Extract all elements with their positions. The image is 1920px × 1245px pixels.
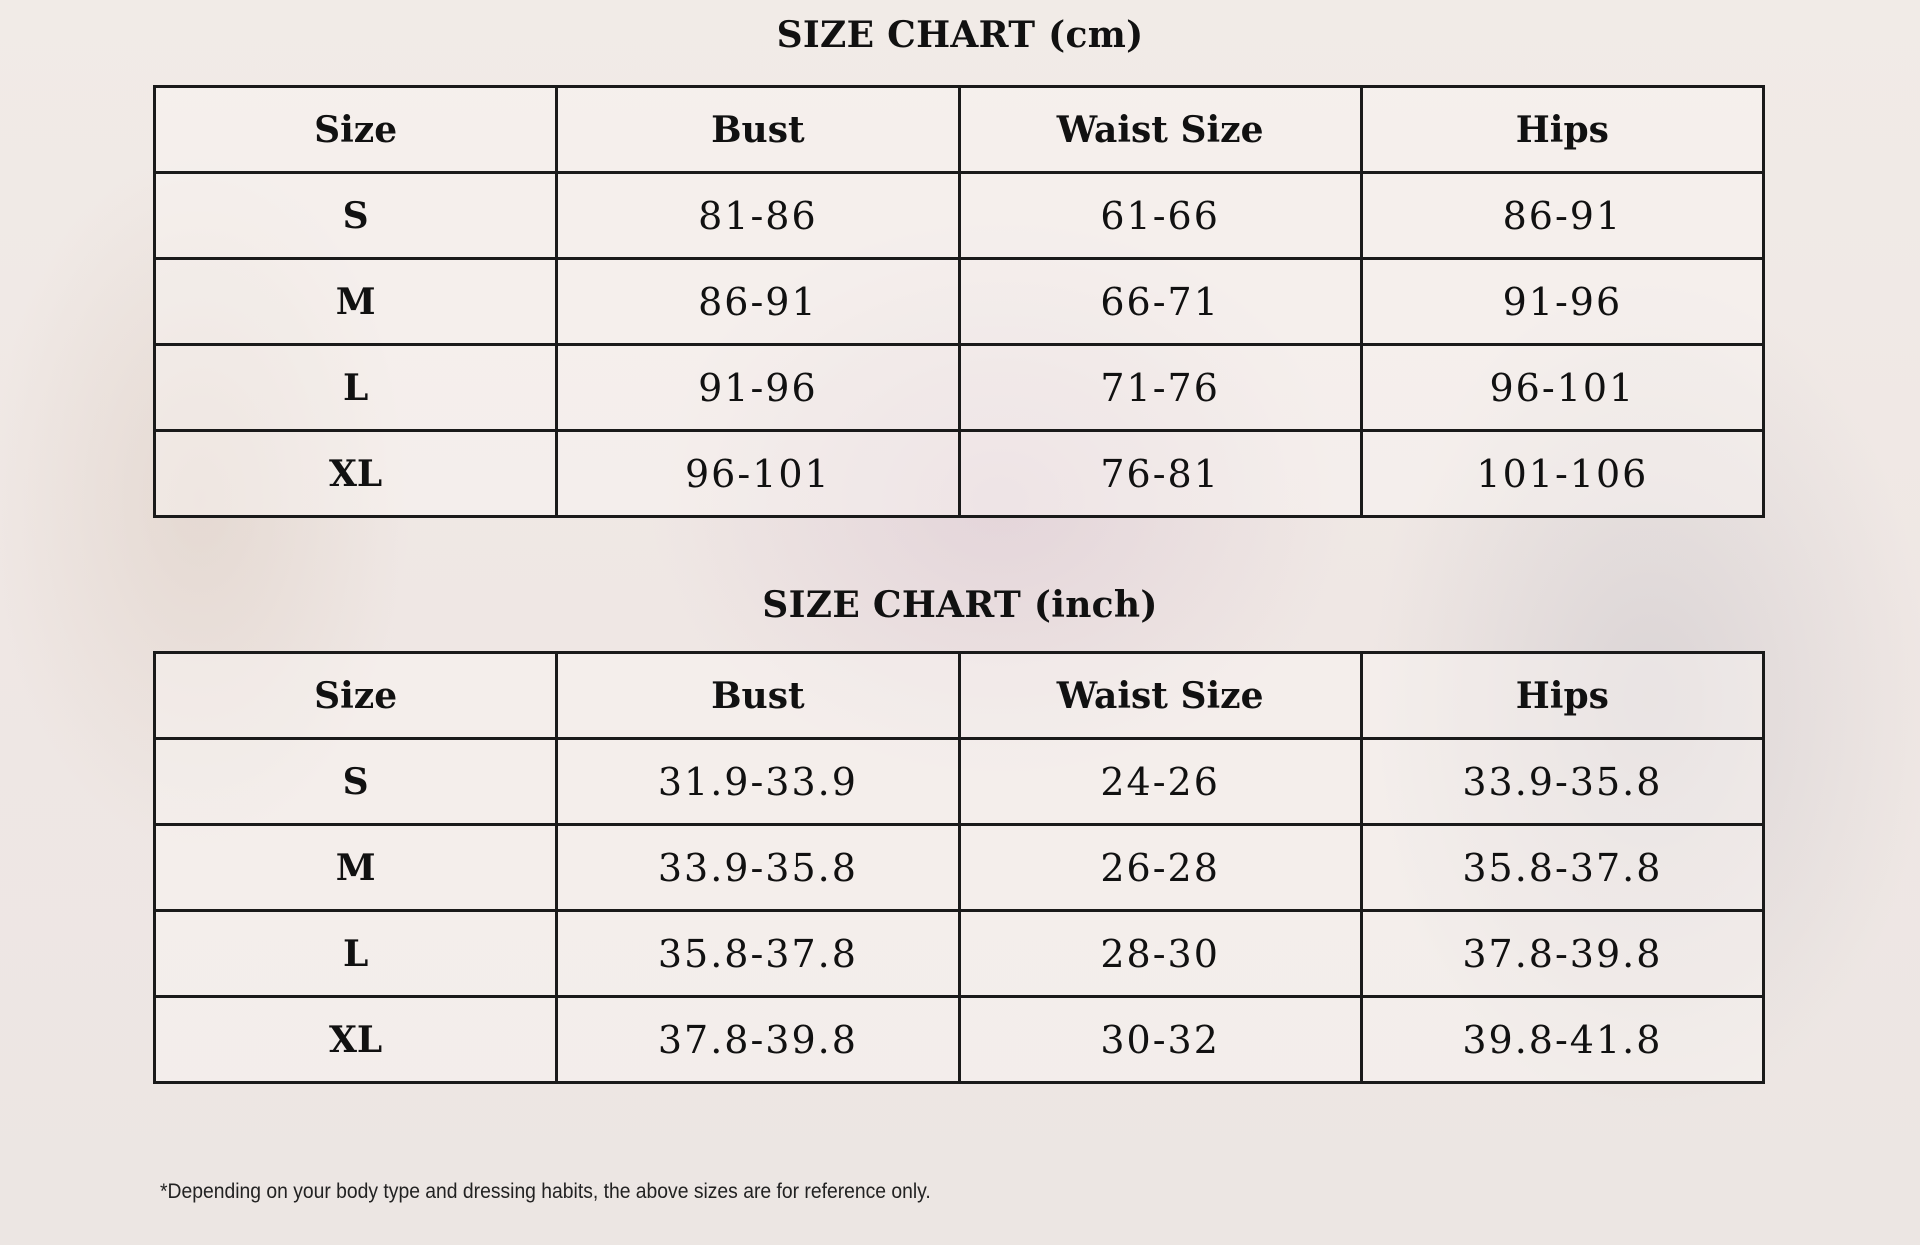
size-label-cell: XL: [152, 995, 559, 1084]
measurement-cell: 31.9-33.9: [555, 737, 961, 826]
cm-size-table: Size Bust Waist Size Hips S 81-86 61-66 86-91 M 8…: [152, 85, 1766, 518]
measurement-cell: 37.8-39.8: [555, 995, 961, 1084]
measurement-cell: 91-96: [1359, 257, 1766, 346]
size-label-cell: S: [152, 737, 559, 826]
size-label-cell: XL: [152, 429, 559, 518]
measurement-cell: 35.8-37.8: [555, 909, 961, 998]
measurement-cell: 101-106: [1359, 429, 1766, 518]
measurement-cell: 39.8-41.8: [1359, 995, 1766, 1084]
column-header: Size: [152, 85, 559, 174]
table-row: XL 96-101 76-81 101-106: [152, 429, 1766, 518]
measurement-cell: 33.9-35.8: [1359, 737, 1766, 826]
measurement-cell: 33.9-35.8: [555, 823, 961, 912]
measurement-cell: 91-96: [555, 343, 961, 432]
table-row: S 31.9-33.9 24-26 33.9-35.8: [152, 737, 1766, 826]
measurement-cell: 86-91: [555, 257, 961, 346]
table-row: XL 37.8-39.8 30-32 39.8-41.8: [152, 995, 1766, 1084]
measurement-cell: 24-26: [957, 737, 1363, 826]
cm-chart-title: SIZE CHART (cm): [776, 14, 1144, 56]
measurement-cell: 96-101: [1359, 343, 1766, 432]
measurement-cell: 26-28: [957, 823, 1363, 912]
measurement-cell: 96-101: [555, 429, 961, 518]
measurement-cell: 76-81: [957, 429, 1363, 518]
column-header: Hips: [1359, 85, 1766, 174]
inch-size-table: Size Bust Waist Size Hips S 31.9-33.9 24-26 33.…: [152, 651, 1766, 1084]
header-row: Size Bust Waist Size Hips: [152, 651, 1766, 740]
column-header: Waist Size: [957, 651, 1363, 740]
column-header: Size: [152, 651, 559, 740]
column-header: Bust: [555, 85, 961, 174]
size-label-cell: L: [152, 343, 559, 432]
size-label-cell: M: [152, 823, 559, 912]
measurement-cell: 71-76: [957, 343, 1363, 432]
size-label-cell: L: [152, 909, 559, 998]
measurement-cell: 35.8-37.8: [1359, 823, 1766, 912]
inch-chart-title: SIZE CHART (inch): [762, 584, 1158, 626]
measurement-cell: 86-91: [1359, 171, 1766, 260]
size-label-cell: M: [152, 257, 559, 346]
table-row: L 91-96 71-76 96-101: [152, 343, 1766, 432]
measurement-cell: 81-86: [555, 171, 961, 260]
measurement-cell: 66-71: [957, 257, 1363, 346]
table-row: S 81-86 61-66 86-91: [152, 171, 1766, 260]
footnote: *Depending on your body type and dressin…: [160, 1180, 931, 1203]
measurement-cell: 28-30: [957, 909, 1363, 998]
column-header: Hips: [1359, 651, 1766, 740]
measurement-cell: 61-66: [957, 171, 1363, 260]
measurement-cell: 30-32: [957, 995, 1363, 1084]
measurement-cell: 37.8-39.8: [1359, 909, 1766, 998]
column-header: Waist Size: [957, 85, 1363, 174]
header-row: Size Bust Waist Size Hips: [152, 85, 1766, 174]
table-row: L 35.8-37.8 28-30 37.8-39.8: [152, 909, 1766, 998]
table-row: M 33.9-35.8 26-28 35.8-37.8: [152, 823, 1766, 912]
column-header: Bust: [555, 651, 961, 740]
size-label-cell: S: [152, 171, 559, 260]
table-row: M 86-91 66-71 91-96: [152, 257, 1766, 346]
